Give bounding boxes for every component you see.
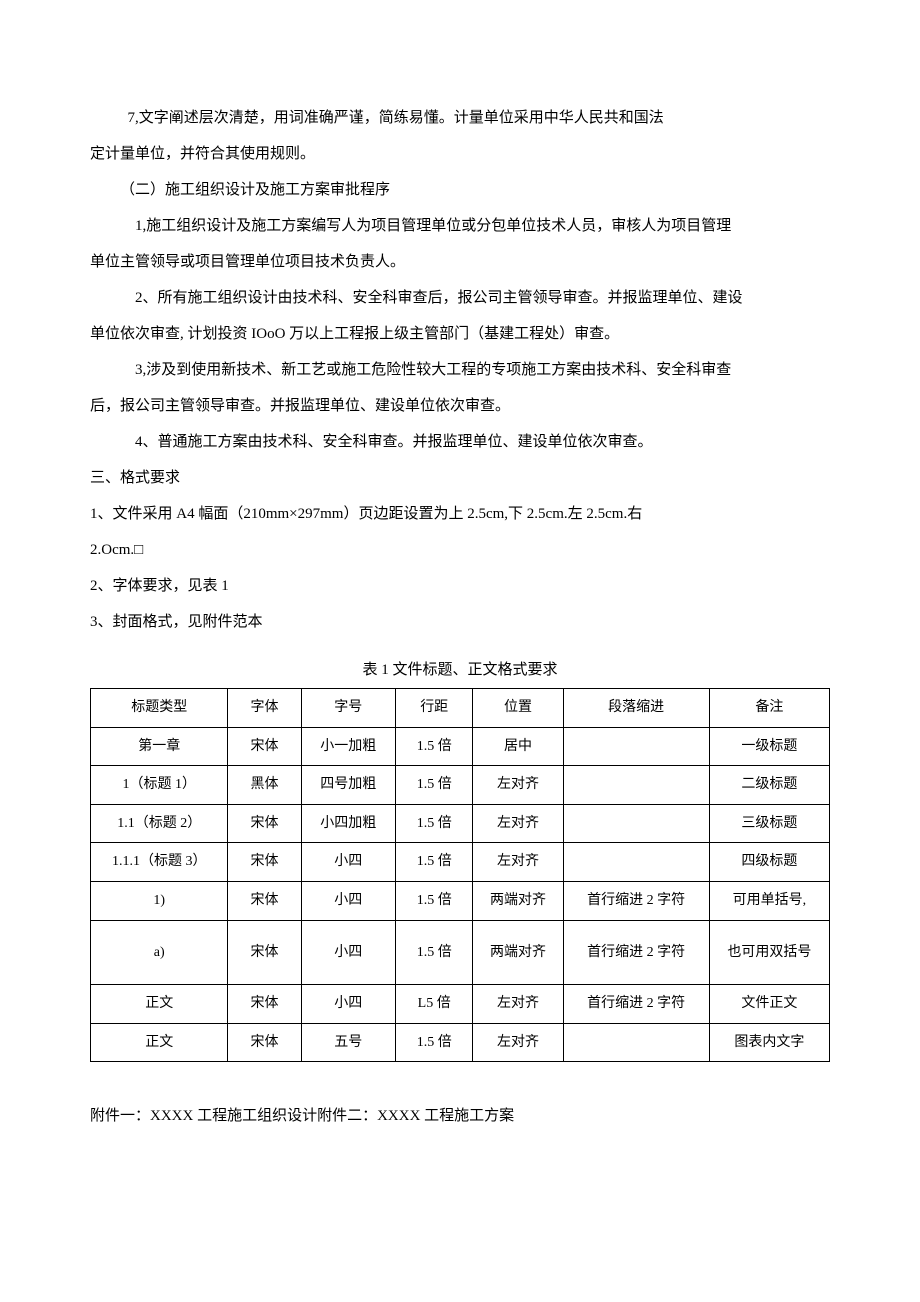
- td: 第一章: [91, 727, 228, 766]
- td: 1（标题 1）: [91, 766, 228, 805]
- td: 1.5 倍: [396, 843, 473, 882]
- td: 文件正文: [709, 985, 829, 1024]
- td: 1.1（标题 2）: [91, 804, 228, 843]
- para-7: 7,文字阐述层次清楚，用词准确严谨，简练易懂。计量单位采用中华人民共和国法: [90, 100, 830, 136]
- para-item-1-cont: 单位主管领导或项目管理单位项目技术负责人。: [90, 244, 830, 280]
- th-indent: 段落缩进: [563, 689, 709, 728]
- para-item-2-cont: 单位依次审查, 计划投资 IOoO 万以上工程报上级主管部门（基建工程处）审查。: [90, 316, 830, 352]
- td: 也可用双括号: [709, 920, 829, 985]
- td: 小四: [301, 881, 396, 920]
- para-section-3: 三、格式要求: [90, 460, 830, 496]
- td: 黑体: [228, 766, 301, 805]
- table-row: a) 宋体 小四 1.5 倍 两端对齐 首行缩进 2 字符 也可用双括号: [91, 920, 830, 985]
- td: 正文: [91, 985, 228, 1024]
- th-position: 位置: [473, 689, 563, 728]
- td: 1.5 倍: [396, 804, 473, 843]
- table-header-row: 标题类型 字体 字号 行距 位置 段落缩进 备注: [91, 689, 830, 728]
- td: 宋体: [228, 985, 301, 1024]
- td: 五号: [301, 1023, 396, 1062]
- para-format-1: 1、文件采用 A4 幅面（210mm×297mm）页边距设置为上 2.5cm,下…: [90, 496, 830, 532]
- td: 宋体: [228, 1023, 301, 1062]
- td: a): [91, 920, 228, 985]
- td: 宋体: [228, 881, 301, 920]
- td: 小四加粗: [301, 804, 396, 843]
- td: [563, 727, 709, 766]
- td: 宋体: [228, 727, 301, 766]
- th-title-type: 标题类型: [91, 689, 228, 728]
- td: 四级标题: [709, 843, 829, 882]
- td: 宋体: [228, 804, 301, 843]
- para-format-1-cont: 2.Ocm.□: [90, 532, 830, 568]
- format-table: 标题类型 字体 字号 行距 位置 段落缩进 备注 第一章 宋体 小一加粗 1.5…: [90, 688, 830, 1062]
- td: 1.5 倍: [396, 727, 473, 766]
- th-spacing: 行距: [396, 689, 473, 728]
- td: 1.1.1（标题 3）: [91, 843, 228, 882]
- td: 首行缩进 2 字符: [563, 881, 709, 920]
- table-row: 1.1（标题 2） 宋体 小四加粗 1.5 倍 左对齐 三级标题: [91, 804, 830, 843]
- td: 两端对齐: [473, 881, 563, 920]
- para-format-3: 3、封面格式，见附件范本: [90, 604, 830, 640]
- para-item-2: 2、所有施工组织设计由技术科、安全科审查后，报公司主管领导审查。并报监理单位、建…: [90, 280, 830, 316]
- td: 两端对齐: [473, 920, 563, 985]
- attachment-text: 附件一：XXXX 工程施工组织设计附件二：XXXX 工程施工方案: [90, 1100, 830, 1133]
- th-size: 字号: [301, 689, 396, 728]
- td: 图表内文字: [709, 1023, 829, 1062]
- td: 居中: [473, 727, 563, 766]
- table-row: 1.1.1（标题 3） 宋体 小四 1.5 倍 左对齐 四级标题: [91, 843, 830, 882]
- td: L5 倍: [396, 985, 473, 1024]
- para-item-1: 1,施工组织设计及施工方案编写人为项目管理单位或分包单位技术人员，审核人为项目管…: [90, 208, 830, 244]
- td: 可用单括号,: [709, 881, 829, 920]
- td: 1.5 倍: [396, 766, 473, 805]
- td: 左对齐: [473, 804, 563, 843]
- td: 左对齐: [473, 766, 563, 805]
- td: 1.5 倍: [396, 881, 473, 920]
- para-section-2: （二）施工组织设计及施工方案审批程序: [90, 172, 830, 208]
- th-font: 字体: [228, 689, 301, 728]
- td: 首行缩进 2 字符: [563, 920, 709, 985]
- table-row: 1（标题 1） 黑体 四号加粗 1.5 倍 左对齐 二级标题: [91, 766, 830, 805]
- para-format-2: 2、字体要求，见表 1: [90, 568, 830, 604]
- td: 左对齐: [473, 843, 563, 882]
- td: 小四: [301, 985, 396, 1024]
- td: [563, 843, 709, 882]
- para-item-3: 3,涉及到使用新技术、新工艺或施工危险性较大工程的专项施工方案由技术科、安全科审…: [90, 352, 830, 388]
- body-text: 7,文字阐述层次清楚，用词准确严谨，简练易懂。计量单位采用中华人民共和国法 定计…: [90, 100, 830, 640]
- td: 1.5 倍: [396, 1023, 473, 1062]
- td: 左对齐: [473, 985, 563, 1024]
- td: 1): [91, 881, 228, 920]
- td: 宋体: [228, 920, 301, 985]
- td: 小四: [301, 843, 396, 882]
- td: [563, 1023, 709, 1062]
- td: 三级标题: [709, 804, 829, 843]
- td: 左对齐: [473, 1023, 563, 1062]
- td: 一级标题: [709, 727, 829, 766]
- table-caption: 表 1 文件标题、正文格式要求: [90, 658, 830, 682]
- td: 小四: [301, 920, 396, 985]
- td: 首行缩进 2 字符: [563, 985, 709, 1024]
- td: 四号加粗: [301, 766, 396, 805]
- td: 宋体: [228, 843, 301, 882]
- para-item-3-cont: 后，报公司主管领导审查。并报监理单位、建设单位依次审查。: [90, 388, 830, 424]
- td: 正文: [91, 1023, 228, 1062]
- para-item-4: 4、普通施工方案由技术科、安全科审查。并报监理单位、建设单位依次审查。: [90, 424, 830, 460]
- td: 1.5 倍: [396, 920, 473, 985]
- td: [563, 804, 709, 843]
- td: 小一加粗: [301, 727, 396, 766]
- table-row: 第一章 宋体 小一加粗 1.5 倍 居中 一级标题: [91, 727, 830, 766]
- th-note: 备注: [709, 689, 829, 728]
- td: [563, 766, 709, 805]
- table-row: 正文 宋体 小四 L5 倍 左对齐 首行缩进 2 字符 文件正文: [91, 985, 830, 1024]
- table-row: 正文 宋体 五号 1.5 倍 左对齐 图表内文字: [91, 1023, 830, 1062]
- para-7-cont: 定计量单位，并符合其使用规则。: [90, 136, 830, 172]
- table-row: 1) 宋体 小四 1.5 倍 两端对齐 首行缩进 2 字符 可用单括号,: [91, 881, 830, 920]
- td: 二级标题: [709, 766, 829, 805]
